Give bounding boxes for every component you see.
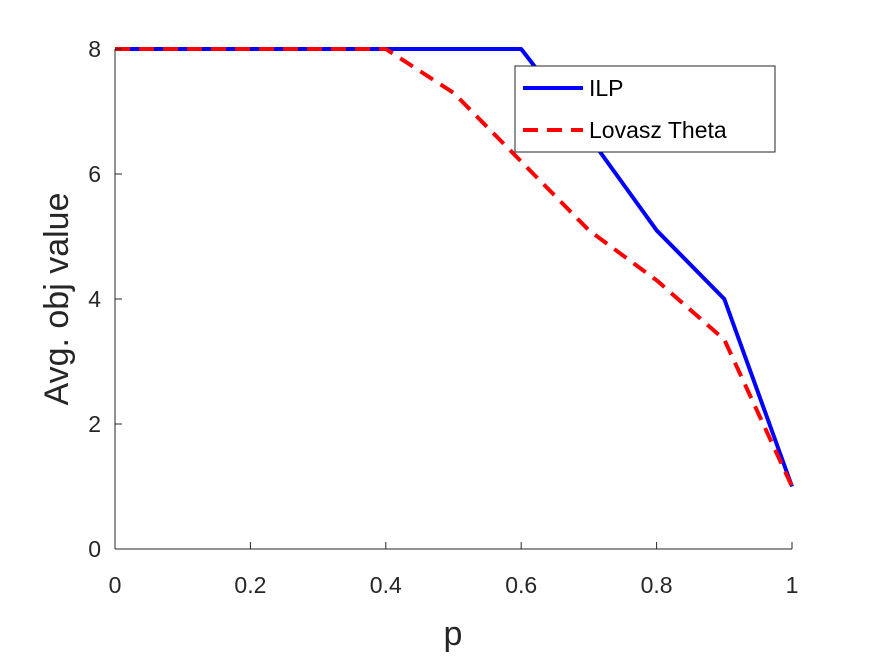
legend-label: ILP	[589, 75, 624, 101]
x-tick-label: 0.6	[505, 572, 537, 598]
y-tick-label: 4	[88, 286, 101, 312]
y-tick-label: 0	[88, 536, 101, 562]
y-tick-label: 8	[88, 36, 101, 62]
series-line-ilp	[115, 47, 794, 488]
x-axis-title: p	[444, 615, 463, 653]
y-tick-label: 2	[88, 411, 101, 437]
y-axis-title: Avg. obj value	[38, 193, 76, 406]
x-tick-label: 0	[109, 572, 122, 598]
series-layer	[115, 47, 794, 488]
axes: 0 0.2 0.4 0.6 0.8 1 0 2 4 6 8	[88, 36, 798, 598]
x-tick-label: 1	[786, 572, 799, 598]
legend-label: Lovasz Theta	[589, 117, 727, 143]
series-line-lovasz-theta	[115, 47, 794, 488]
legend: ILP Lovasz Theta	[514, 65, 776, 153]
x-tick-label: 0.4	[370, 572, 402, 598]
y-tick-label: 6	[88, 161, 101, 187]
x-tick-label: 0.8	[641, 572, 673, 598]
x-tick-label: 0.2	[234, 572, 266, 598]
legend-box	[514, 65, 776, 153]
